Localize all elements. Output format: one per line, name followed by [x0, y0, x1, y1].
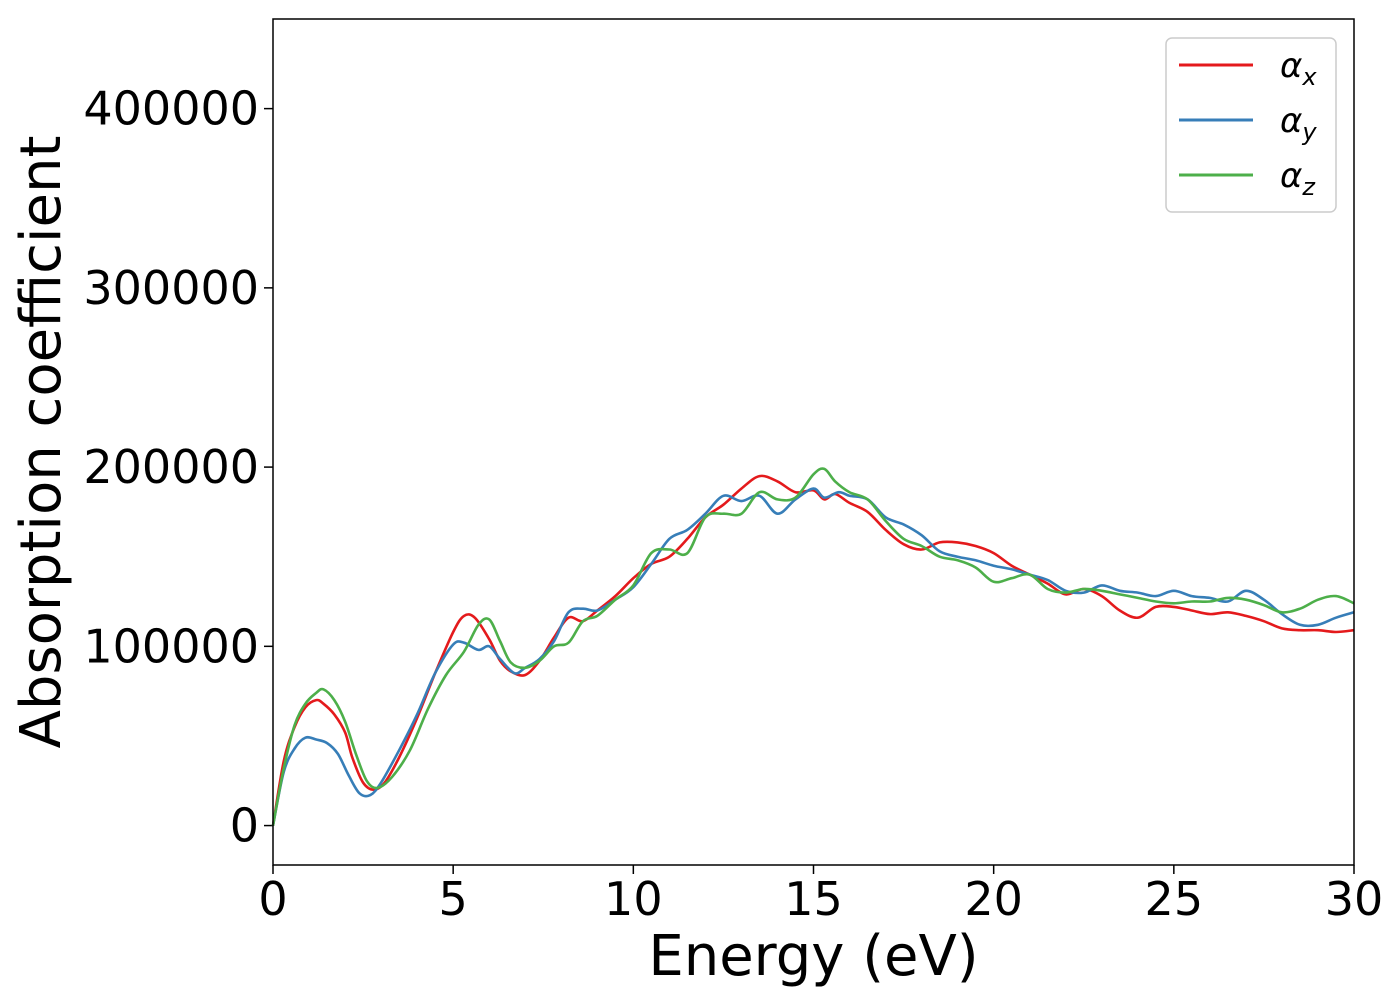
legend-label-alpha-x: αx — [1280, 46, 1317, 91]
series-line-alpha-y — [271, 487, 1355, 826]
y-tick-label: 100000 — [83, 619, 259, 673]
y-axis-ticks: 0 100000 200000 300000 400000 — [83, 82, 273, 853]
legend: αx αy αz — [1165, 37, 1337, 213]
y-tick-label: 300000 — [83, 261, 259, 315]
x-tick-label: 15 — [784, 872, 843, 926]
x-tick-label: 30 — [1325, 872, 1384, 926]
series-lines — [271, 467, 1355, 826]
y-tick-label: 400000 — [83, 82, 259, 136]
x-tick-label: 20 — [964, 872, 1023, 926]
y-tick-label: 200000 — [83, 440, 259, 494]
legend-label-alpha-z: αz — [1280, 156, 1316, 201]
legend-label-alpha-y: αy — [1280, 101, 1317, 146]
x-axis-label: Energy (eV) — [648, 924, 978, 989]
x-tick-label: 25 — [1145, 872, 1204, 926]
y-axis-label: Absorption coefficient — [9, 136, 74, 749]
legend-box — [1165, 37, 1337, 213]
x-tick-label: 0 — [258, 872, 287, 926]
plot-frame — [272, 18, 1355, 866]
x-tick-label: 10 — [604, 872, 663, 926]
series-line-alpha-z — [271, 467, 1355, 826]
series-line-alpha-x — [271, 474, 1355, 826]
x-tick-label: 5 — [439, 872, 468, 926]
y-tick-label: 0 — [230, 799, 259, 853]
x-axis-ticks: 0 5 10 15 20 25 30 — [258, 865, 1383, 926]
